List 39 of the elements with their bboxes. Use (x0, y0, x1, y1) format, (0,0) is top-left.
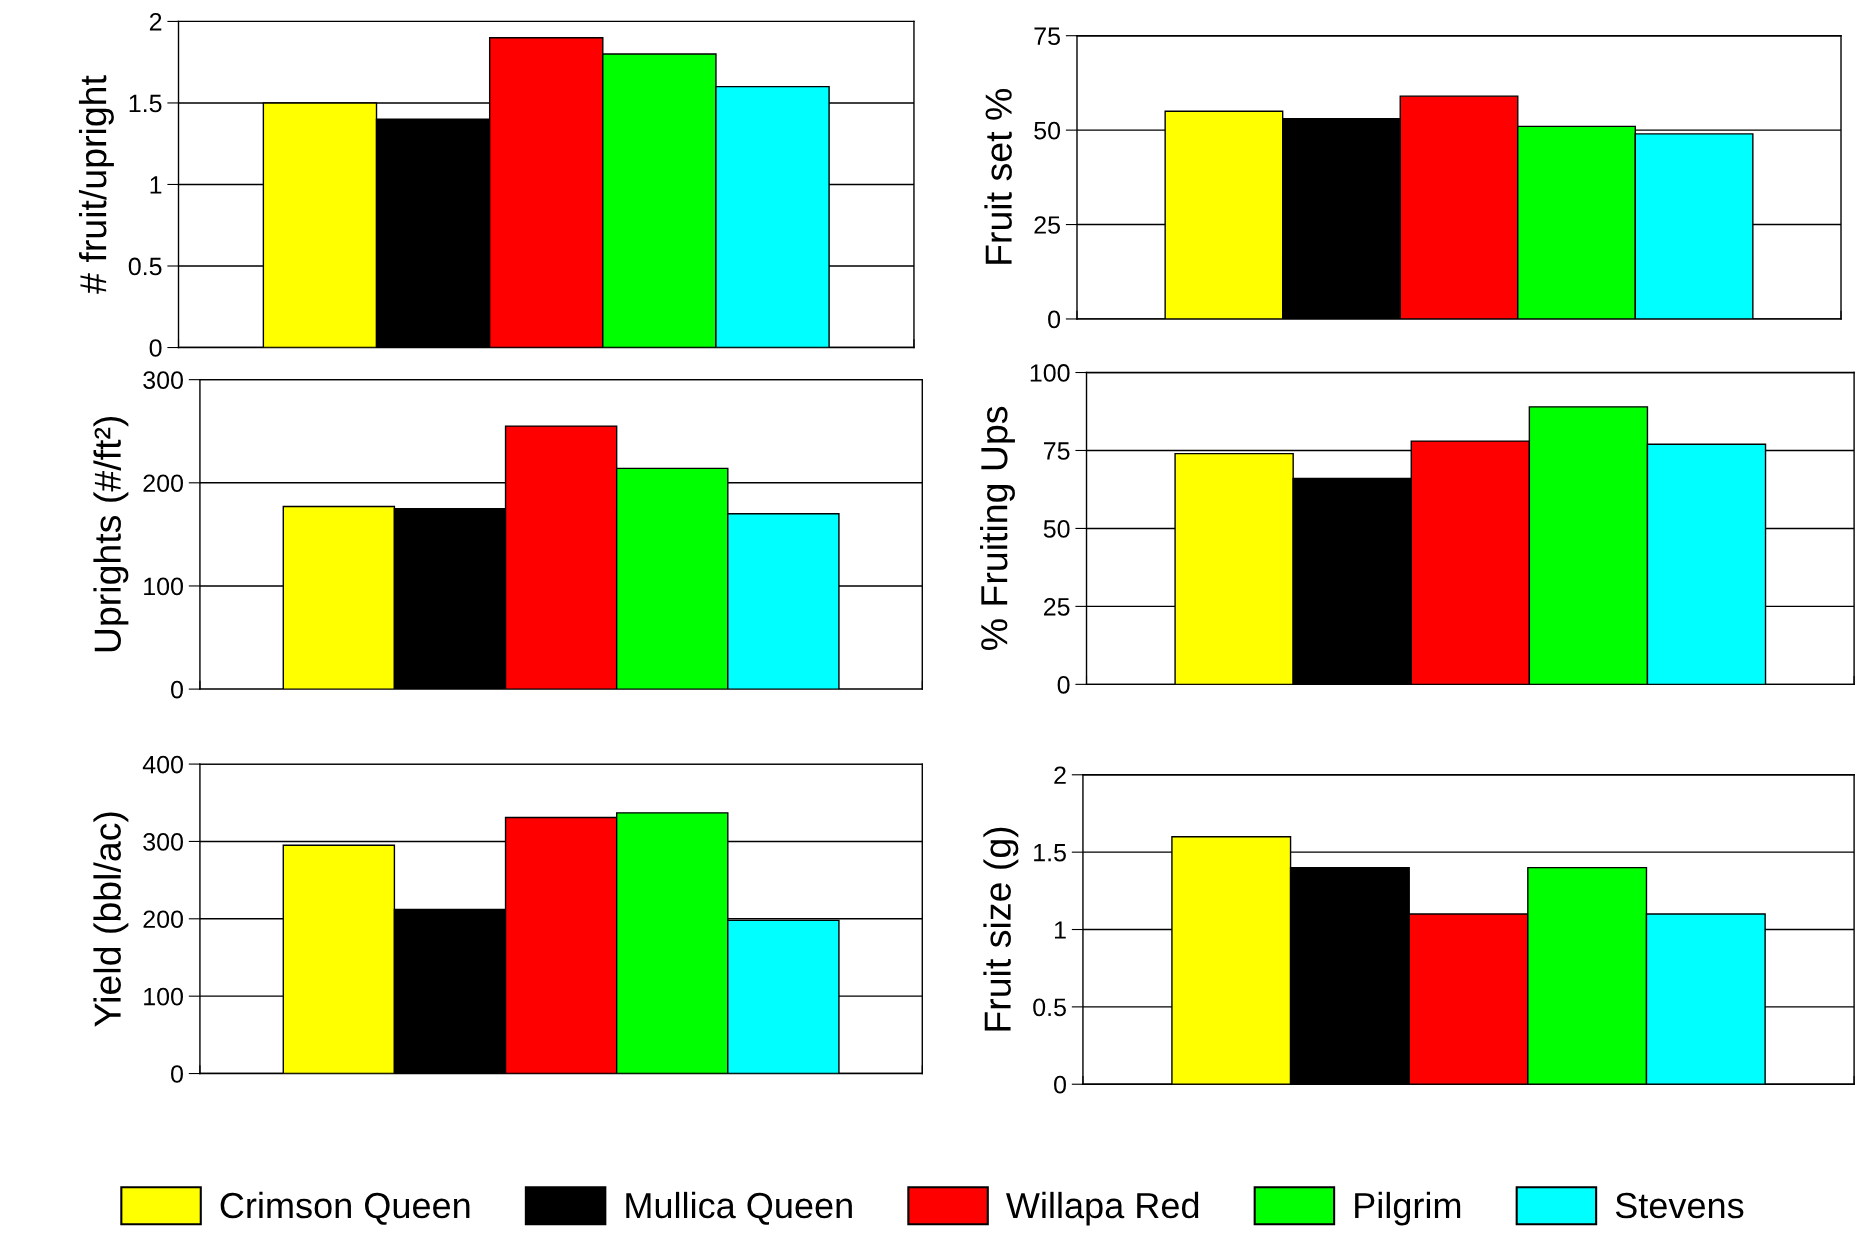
y-tick-label: 100 (144, 987, 183, 1006)
legend-label: Crimson Queen (220, 1191, 470, 1225)
y-tick-label: 25 (1044, 597, 1070, 616)
y-tick-label: 0 (1057, 675, 1070, 694)
y-tick-label: 1 (150, 176, 162, 194)
y-axis-title: Fruit size (g) (983, 827, 1019, 1031)
y-tick-label: 0.5 (1033, 998, 1066, 1017)
y-tick-label: 400 (142, 755, 183, 774)
y-tick-label: 100 (144, 577, 183, 596)
y-axis-title: # fruit/upright (78, 75, 114, 294)
y-tick-label: 300 (143, 371, 183, 389)
y-tick-label: 50 (1034, 121, 1061, 140)
y-tick-label: 50 (1043, 520, 1070, 538)
y-tick-label: 0 (171, 1065, 183, 1083)
y-tick-label: 0.5 (128, 257, 162, 276)
y-tick-label: 2 (149, 13, 162, 31)
y-tick-label: 300 (143, 833, 183, 851)
y-axis-title: % Fruiting Ups (979, 406, 1015, 651)
y-tick-label: 0 (1054, 1075, 1066, 1094)
y-axis-title: Yield (bbl/ac) (93, 812, 129, 1027)
y-tick-label: 0 (171, 680, 183, 699)
y-axis-title: Uprights (#/ft²) (93, 416, 129, 652)
y-tick-label: 200 (143, 910, 183, 929)
legend-label: Pilgrim (1355, 1191, 1461, 1226)
y-tick-label: 100 (1030, 364, 1070, 382)
y-tick-label: 0 (149, 339, 162, 357)
y-tick-label: 1 (1054, 921, 1066, 939)
legend-label: Stevens (1615, 1192, 1744, 1219)
y-tick-label: 75 (1044, 442, 1070, 460)
y-tick-label: 2 (1054, 766, 1066, 784)
legend-label: Mullica Queen (626, 1191, 852, 1225)
y-axis-title: Fruit set % (984, 89, 1012, 264)
y-tick-label: 200 (143, 474, 183, 493)
legend-label: Willapa Red (1006, 1191, 1199, 1226)
y-tick-label: 25 (1034, 216, 1060, 234)
y-tick-label: 1.5 (1034, 844, 1066, 862)
y-tick-label: 0 (1048, 310, 1061, 329)
y-tick-label: 1.5 (129, 94, 162, 113)
y-tick-label: 75 (1034, 27, 1060, 46)
